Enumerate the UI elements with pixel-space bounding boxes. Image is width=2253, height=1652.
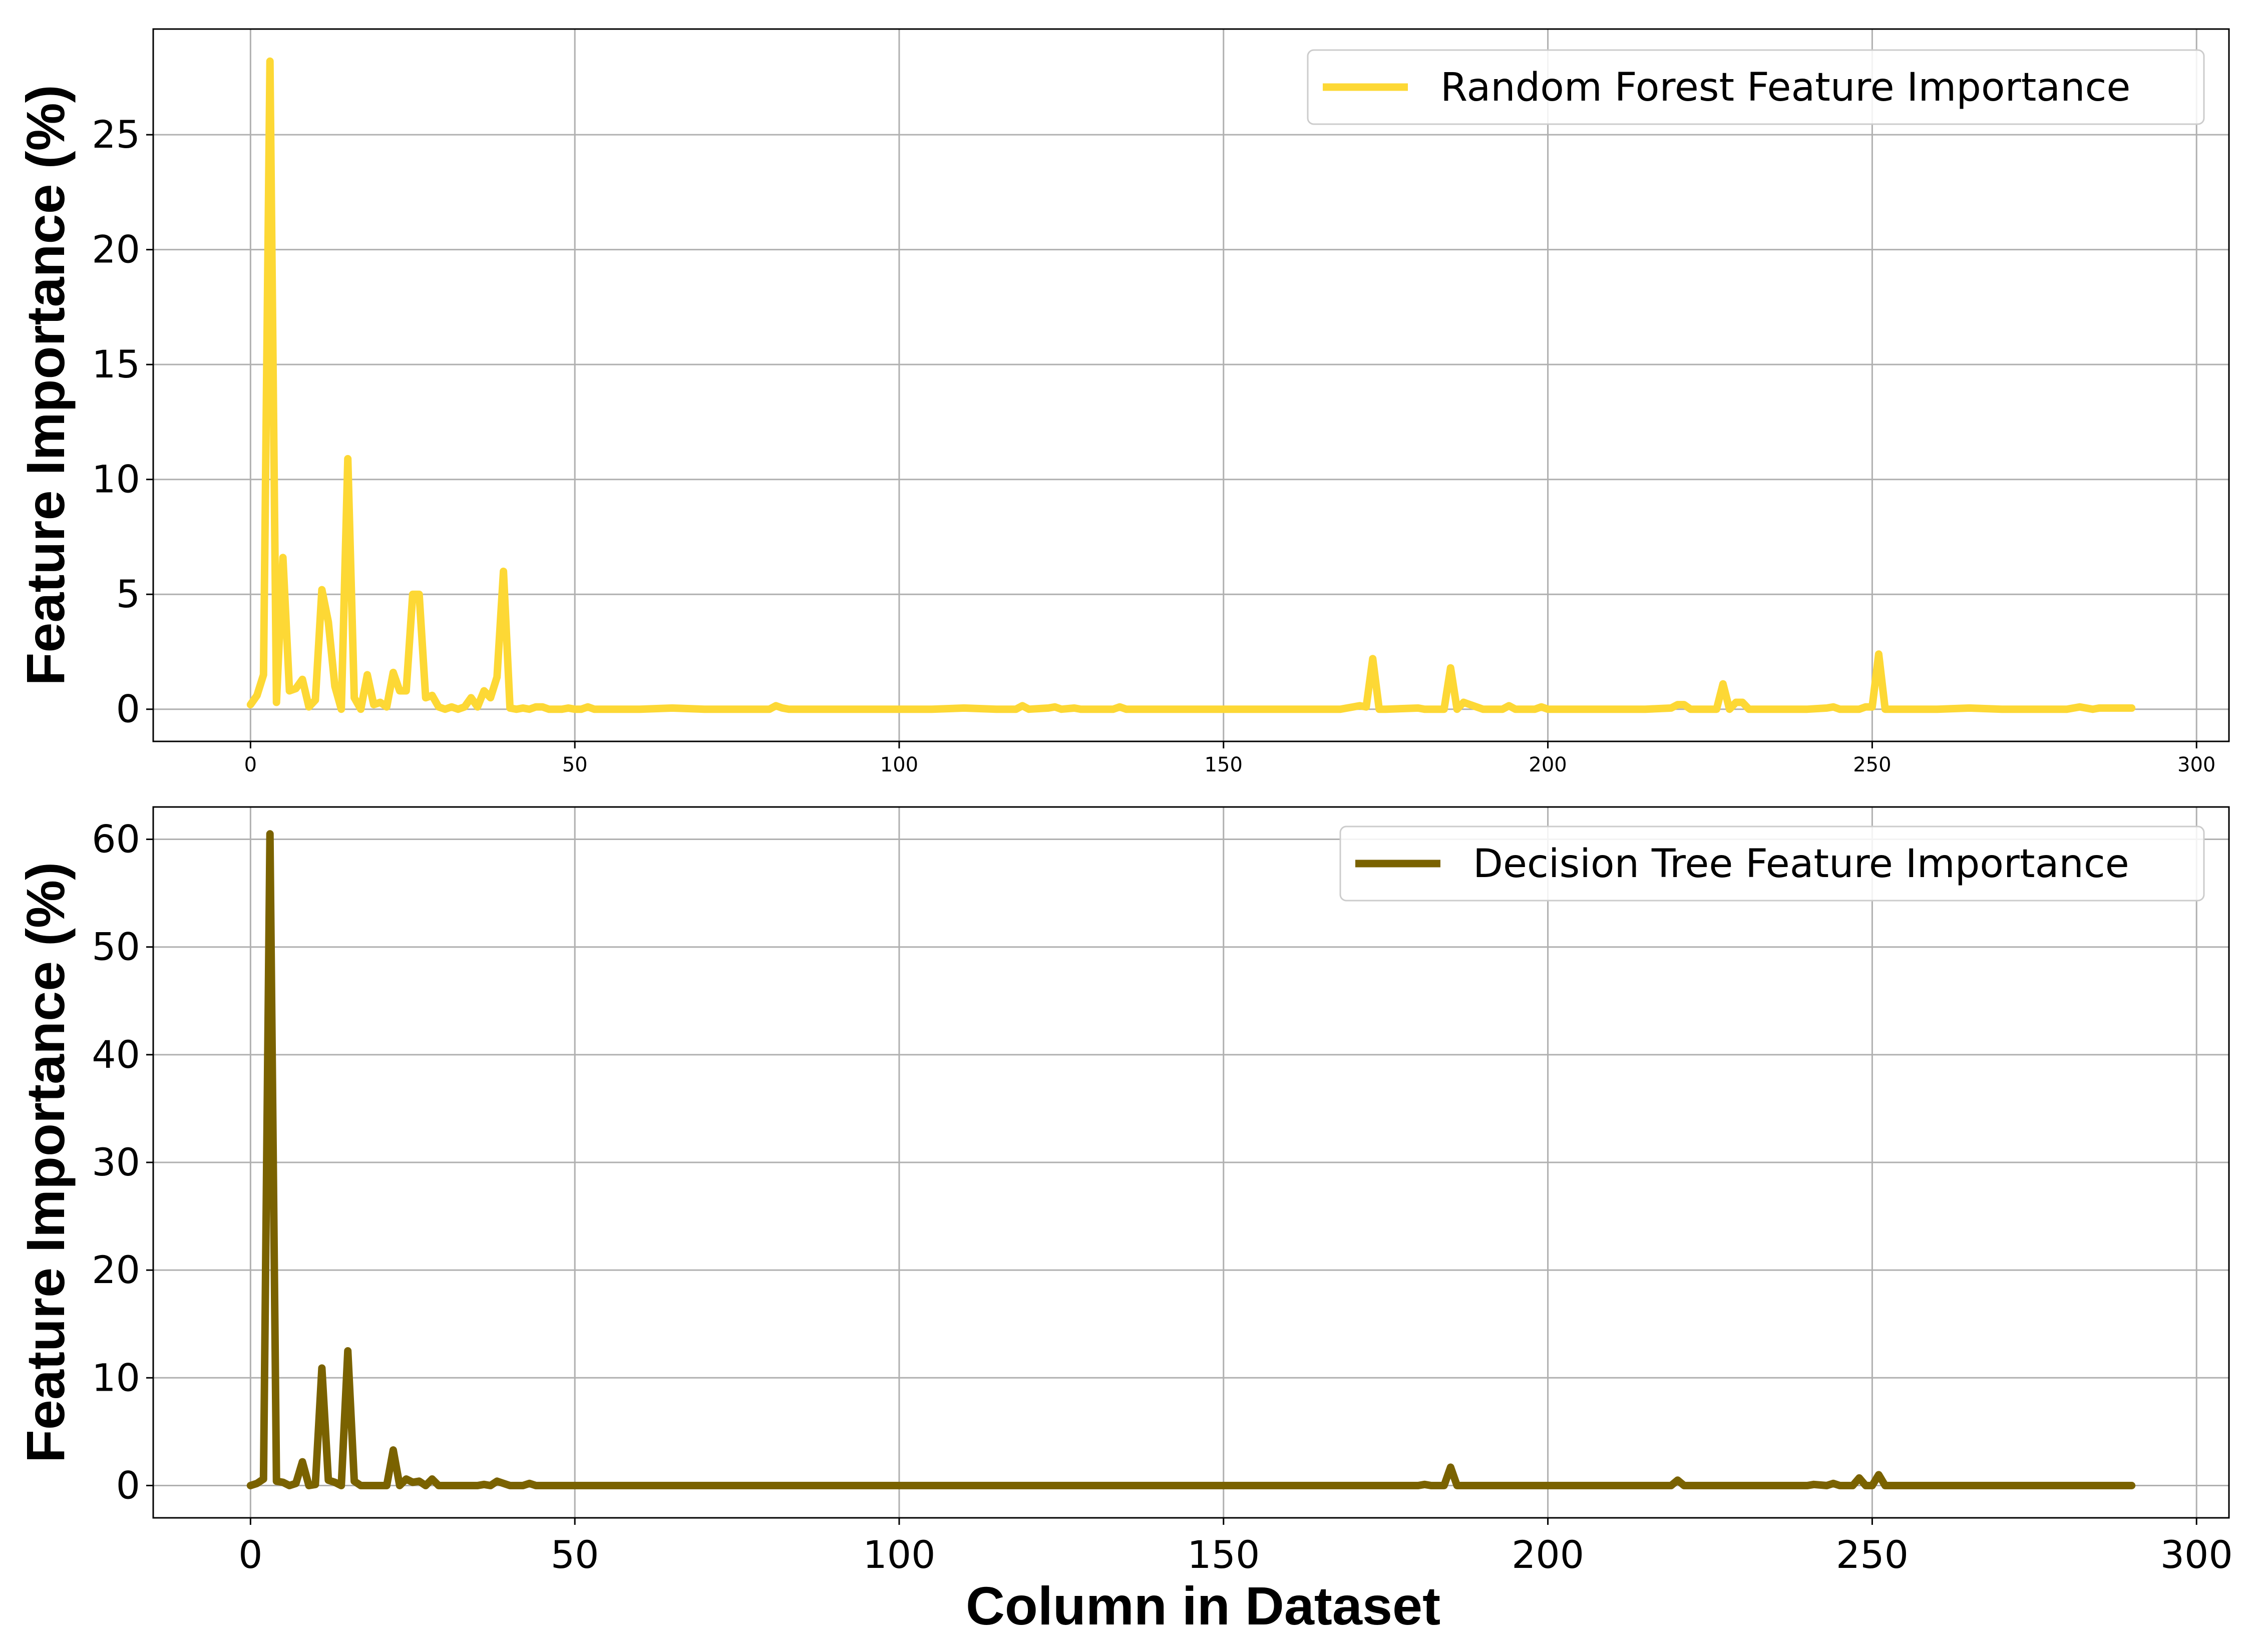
x-tick-label: 100 xyxy=(863,1532,935,1577)
y-tick-label: 10 xyxy=(92,1355,140,1400)
x-tick-label: 250 xyxy=(1853,753,1891,776)
x-tick-label: 300 xyxy=(2160,1532,2233,1577)
y-tick-label: 30 xyxy=(92,1140,140,1184)
y-tick-label: 40 xyxy=(92,1032,140,1077)
series-line xyxy=(246,830,2136,1489)
legend: Random Forest Feature Importance xyxy=(1307,49,2205,125)
x-tick-label: 250 xyxy=(1836,1532,1909,1577)
y-tick-label: 5 xyxy=(116,572,140,616)
y-tick-label: 20 xyxy=(92,227,140,272)
x-tick-label: 50 xyxy=(562,753,588,776)
x-tick-label: 150 xyxy=(1205,753,1243,776)
x-axis-title: Column in Dataset xyxy=(966,1575,1440,1636)
x-tick-label: 300 xyxy=(2177,753,2215,776)
y-tick-label: 20 xyxy=(92,1248,140,1292)
axes-frame xyxy=(152,28,2230,742)
x-tick-label: 50 xyxy=(551,1532,599,1577)
legend-label: Random Forest Feature Importance xyxy=(1440,65,2130,110)
x-tick-label: 150 xyxy=(1187,1532,1260,1577)
legend-box xyxy=(1339,825,2205,902)
x-tick-label: 0 xyxy=(244,753,257,776)
y-axis-title: Feature Importance (%) xyxy=(15,862,76,1463)
y-axis-title: Feature Importance (%) xyxy=(15,85,76,685)
y-tick-label: 0 xyxy=(116,687,140,731)
chart-panel-2: 0 50 100 150 200 250 300 0 10 20 30 40 50 60 Feature I… xyxy=(15,806,2233,1577)
chart-panel-1: 0 50 100 150 200 250 300 0 5 10 15 20 25 Feature Impo… xyxy=(15,28,2230,776)
x-tick-label: 0 xyxy=(238,1532,262,1577)
y-tick-label: 50 xyxy=(92,925,140,969)
legend: Decision Tree Feature Importance xyxy=(1339,825,2205,902)
y-tick-label: 60 xyxy=(92,817,140,862)
y-tick-label: 25 xyxy=(92,112,140,157)
y-tick-label: 10 xyxy=(92,457,140,502)
y-tick-label: 0 xyxy=(116,1463,140,1507)
x-tick-label: 100 xyxy=(880,753,918,776)
series-line xyxy=(246,57,2136,713)
x-tick-label: 200 xyxy=(1512,1532,1584,1577)
legend-box xyxy=(1307,49,2205,125)
y-tick-label: 15 xyxy=(92,342,140,386)
legend-label: Decision Tree Feature Importance xyxy=(1473,842,2129,887)
x-tick-label: 200 xyxy=(1529,753,1567,776)
